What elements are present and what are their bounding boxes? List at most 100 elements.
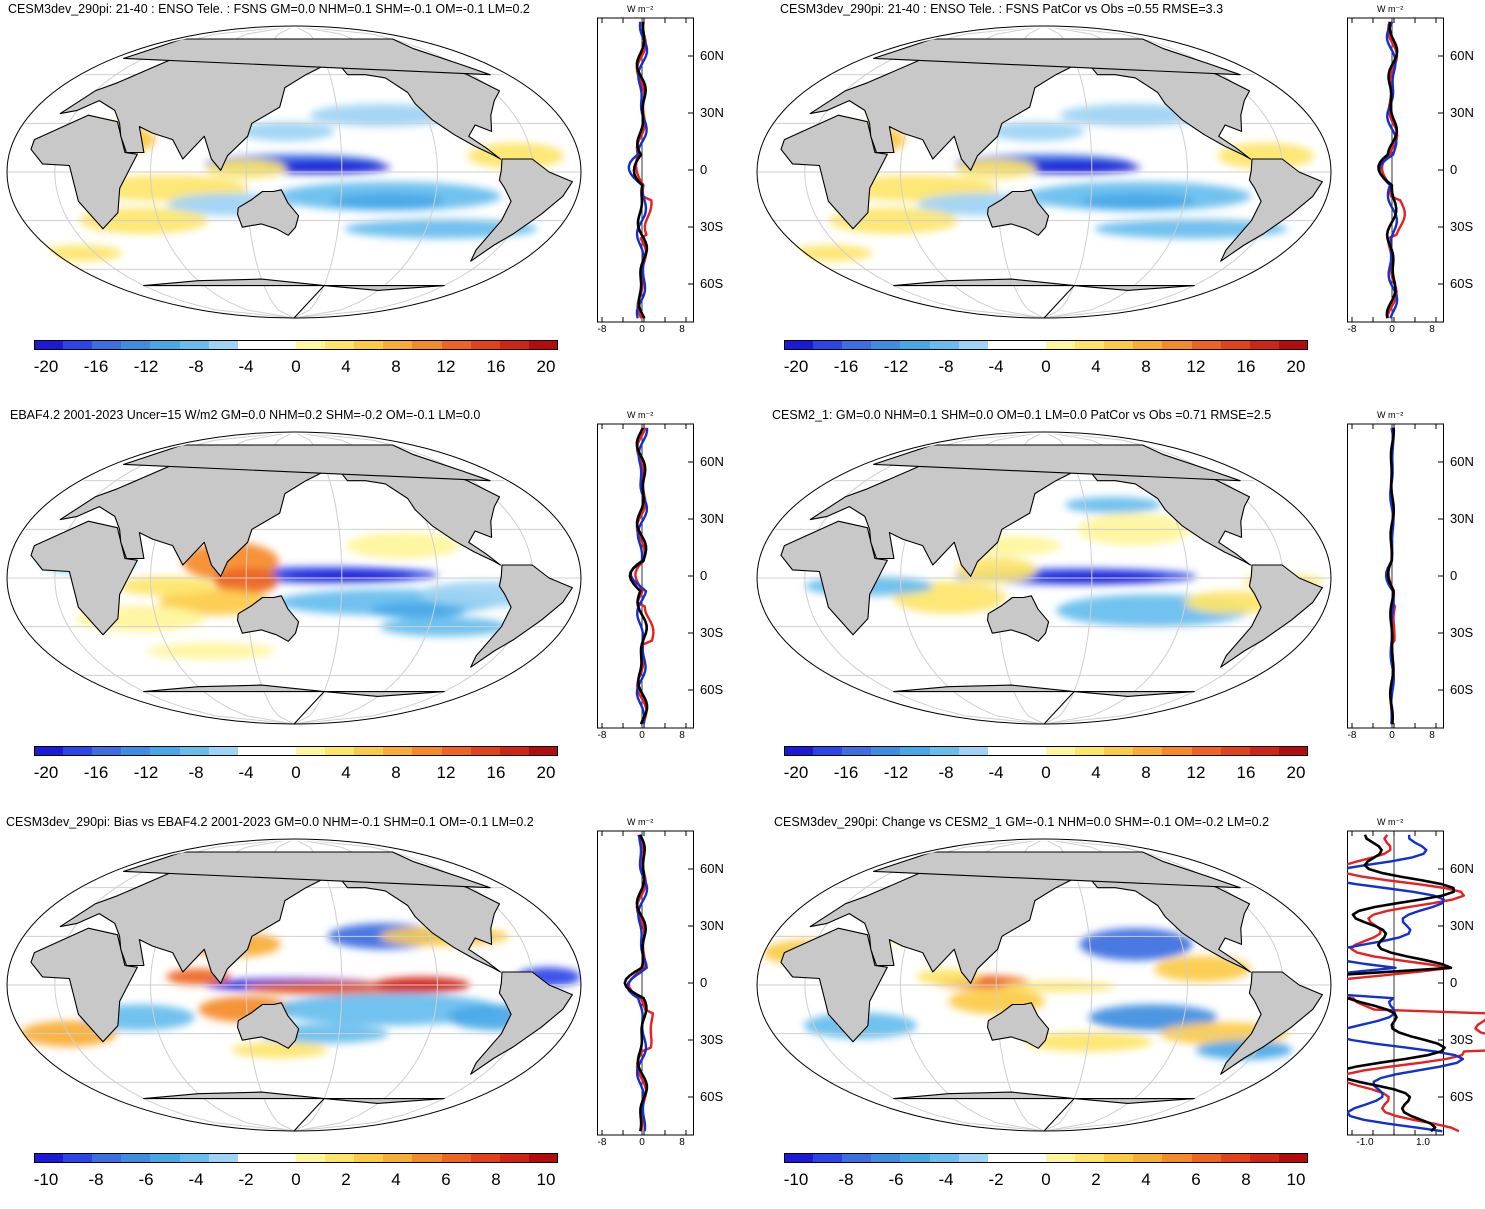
land-australia xyxy=(986,1002,1050,1049)
colorbar-label: -16 xyxy=(83,357,109,376)
zonal-xtick-label: 8 xyxy=(1429,730,1435,741)
colorbar-swatch xyxy=(958,746,989,756)
colorbar-label: 6 xyxy=(1191,1170,1201,1189)
zonal-line-ref xyxy=(1386,427,1396,725)
latitude-label: 30N xyxy=(1450,105,1474,120)
zonal-xtick-label: -8 xyxy=(1347,730,1357,741)
colorbar-swatch xyxy=(1075,1153,1105,1163)
colorbar-label: -4 xyxy=(988,763,1004,782)
colorbar-label: 20 xyxy=(1286,357,1306,376)
land-africa xyxy=(780,520,888,636)
colorbar-swatch xyxy=(92,1153,122,1163)
land-antarctica xyxy=(143,278,445,319)
colorbar-swatch xyxy=(34,746,64,756)
zonal-mean-plot xyxy=(1347,423,1444,729)
colorbar-swatch xyxy=(470,746,501,756)
colorbar-swatch xyxy=(1249,340,1280,350)
zonal-unit-label: W m⁻² xyxy=(627,4,654,14)
map-border xyxy=(6,25,582,319)
colorbar-swatch xyxy=(1075,746,1105,756)
anomaly-region xyxy=(237,121,335,142)
colorbar-swatch xyxy=(470,1153,501,1163)
colorbar-swatch xyxy=(1249,746,1280,756)
colorbar-swatch xyxy=(1278,746,1309,756)
land-greenland xyxy=(873,38,1241,76)
longitude-gridline xyxy=(1043,28,1093,319)
colorbar-swatch xyxy=(987,746,1018,756)
colorbar-swatch xyxy=(150,340,181,350)
latitude-label: 60N xyxy=(700,48,724,63)
colorbar-frame xyxy=(784,340,1308,350)
colorbar-label: -8 xyxy=(938,763,954,782)
anomaly-region xyxy=(1094,219,1288,239)
anomaly-region xyxy=(1081,193,1195,210)
world-map xyxy=(6,25,582,320)
colorbar-swatch xyxy=(1104,1153,1134,1163)
colorbar-label: -8 xyxy=(938,357,954,376)
longitude-gridline xyxy=(293,28,343,319)
colorbar-swatch xyxy=(929,1153,960,1163)
map-border xyxy=(756,25,1332,319)
colorbar-swatch xyxy=(1046,340,1076,350)
colorbar-label: -20 xyxy=(783,357,809,376)
colorbar-swatch xyxy=(1133,746,1163,756)
colorbar-swatch xyxy=(34,1153,64,1163)
anomaly-region xyxy=(1079,928,1193,961)
zonal-line-model xyxy=(1347,834,1485,1133)
colorbar-swatch xyxy=(871,746,901,756)
colorbar-swatch xyxy=(121,1153,151,1163)
land-antarctica xyxy=(893,684,1195,725)
longitude-gridline xyxy=(1043,434,1093,725)
colorbar-swatch xyxy=(1191,746,1222,756)
latitude-label: 60S xyxy=(700,682,724,697)
colorbar-swatch xyxy=(1016,746,1047,756)
latitude-label: 30S xyxy=(700,219,724,234)
latitude-label: 60N xyxy=(700,861,724,876)
colorbar-label: -20 xyxy=(33,763,59,782)
colorbar-swatch xyxy=(150,746,181,756)
colorbar-swatch xyxy=(929,746,960,756)
zonal-line-ref xyxy=(628,427,649,725)
zonal-xtick-label: 0 xyxy=(1389,324,1395,335)
colorbar-swatch xyxy=(470,340,501,350)
colorbar-label: 16 xyxy=(1236,763,1256,782)
latitude-label: 30N xyxy=(700,918,724,933)
latitude-label: 60S xyxy=(700,276,724,291)
zonal-xtick-label: 8 xyxy=(679,324,685,335)
latitude-label: 60N xyxy=(700,454,724,469)
zonal-xtick-label: -8 xyxy=(1347,324,1357,335)
anomaly-region xyxy=(331,193,445,210)
latitude-label: 30S xyxy=(700,1032,724,1047)
map-border xyxy=(756,431,1332,725)
land-greenland xyxy=(123,851,491,889)
land-australia xyxy=(986,595,1050,642)
anomaly-region xyxy=(285,571,415,582)
panel-title: CESM3dev_290pi: Change vs CESM2_1 GM=-0.… xyxy=(774,815,1270,829)
colorbar-swatch xyxy=(958,340,989,350)
colorbar-frame xyxy=(34,746,558,756)
colorbar-swatch xyxy=(1220,340,1251,350)
colorbar-label: 6 xyxy=(441,1170,451,1189)
anomaly-region xyxy=(370,602,467,619)
land-samerica xyxy=(1220,158,1323,262)
longitude-gridline xyxy=(293,434,343,725)
colorbar-swatch xyxy=(813,340,843,350)
zonal-line-ref xyxy=(1347,834,1456,1133)
panel-p2: CESM3dev_290pi: 21-40 : ENSO Tele. : FSN… xyxy=(750,0,1485,396)
anomaly-region xyxy=(1011,160,1141,174)
zonal-line-ref xyxy=(623,834,649,1132)
colorbar-label: 0 xyxy=(291,357,301,376)
zonal-frame xyxy=(1347,423,1444,729)
colorbar-swatch xyxy=(1133,340,1163,350)
colorbar-swatch xyxy=(1191,1153,1222,1163)
zonal-xtick-label: 8 xyxy=(679,1137,685,1148)
latitude-label: 60S xyxy=(1450,1089,1474,1104)
land-greenland xyxy=(123,444,491,482)
colorbar-frame xyxy=(784,1153,1308,1163)
colorbar-swatch xyxy=(383,340,413,350)
panel-title: CESM3dev_290pi: Bias vs EBAF4.2 2001-202… xyxy=(6,815,534,829)
map-border xyxy=(6,838,582,1132)
colorbar-label: 4 xyxy=(341,357,351,376)
colorbar-swatch xyxy=(1016,1153,1047,1163)
latitude-label: 30N xyxy=(700,511,724,526)
